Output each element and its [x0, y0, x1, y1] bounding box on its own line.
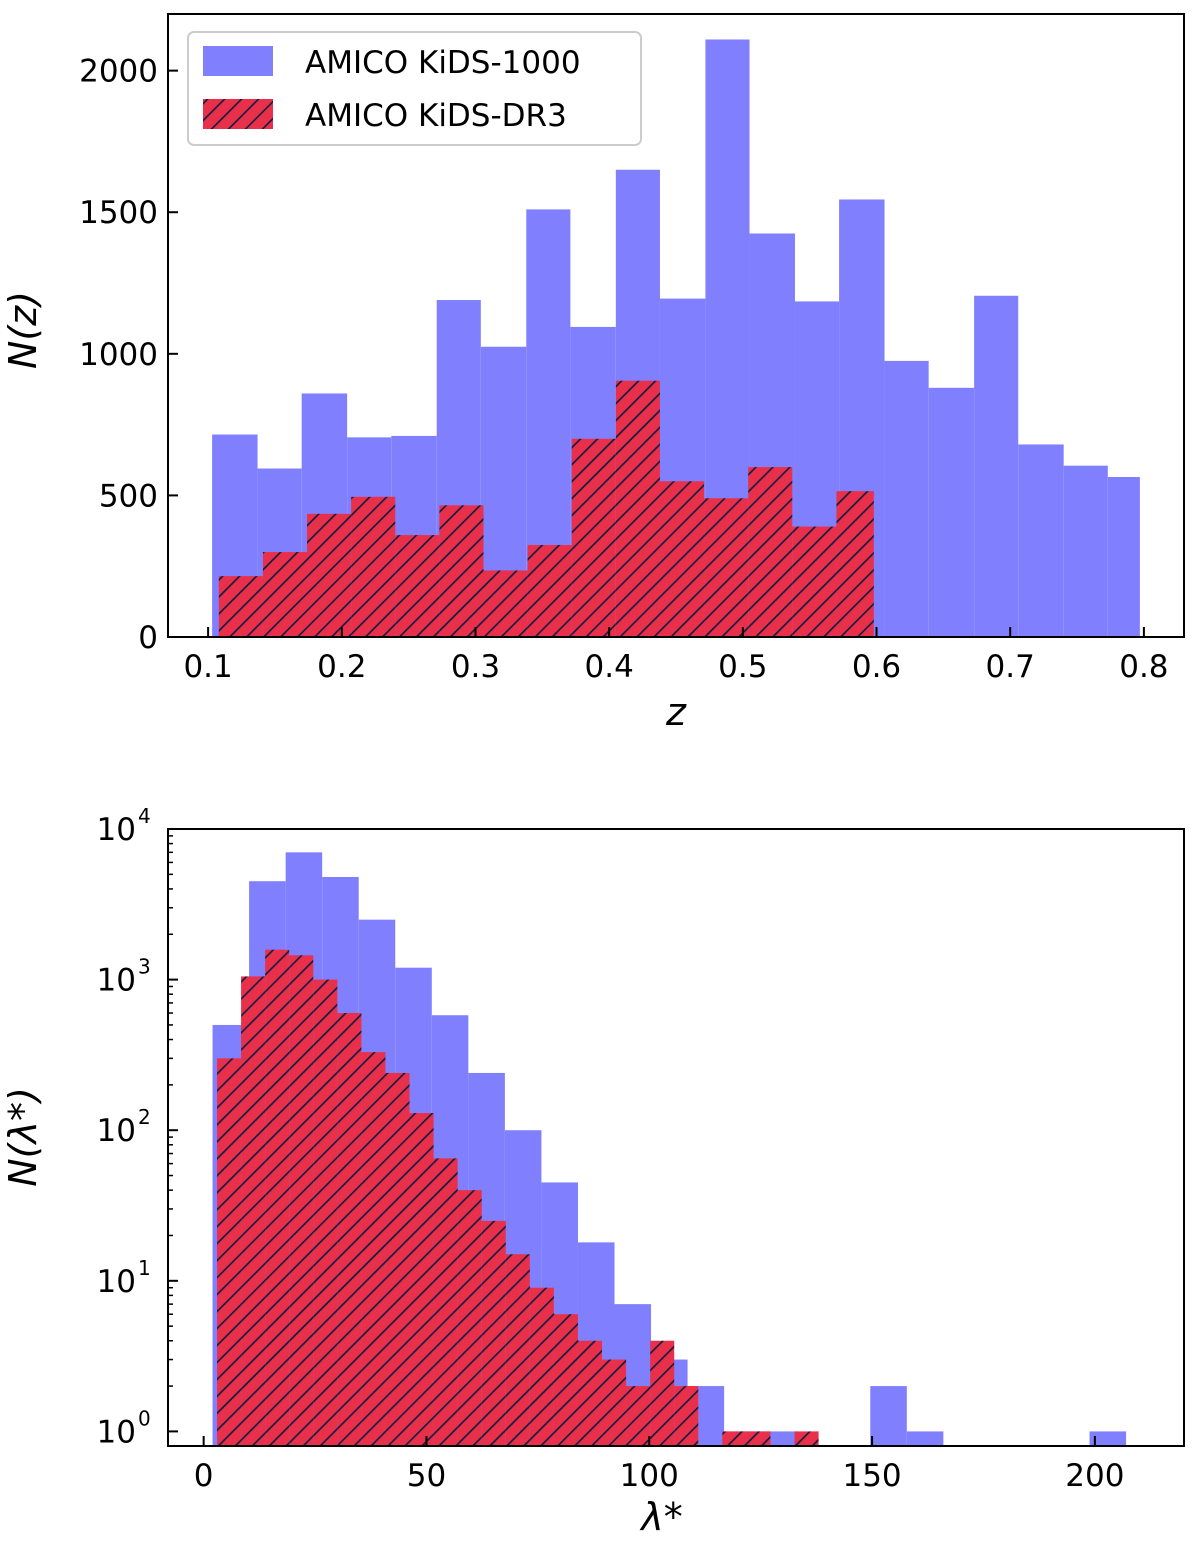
y-tick-label: 10 — [97, 812, 136, 848]
bar-kidsdr3 — [409, 1113, 434, 1446]
x-tick-label: 0.8 — [1119, 649, 1168, 685]
bar-kidsdr3 — [433, 1158, 458, 1446]
bar-kids1000 — [974, 295, 1019, 637]
y-tick-exponent: 3 — [138, 955, 151, 979]
bar-kidsdr3 — [307, 513, 352, 637]
bar-kidsdr3 — [313, 979, 338, 1446]
x-ticks-bottom: 0 50 100 150 200 — [194, 1436, 1124, 1494]
bar-kids1000 — [1063, 465, 1108, 637]
bar-kidsdr3 — [439, 505, 484, 637]
legend-swatch-kids1000 — [203, 46, 273, 76]
legend: AMICO KiDS-1000 AMICO KiDS-DR3 — [187, 31, 642, 146]
x-tick-label: 0.5 — [718, 649, 767, 685]
x-tick-label: 200 — [1065, 1458, 1124, 1494]
x-tick-label: 0 — [194, 1458, 214, 1494]
y-axis-label-top: N(z) — [1, 291, 45, 369]
x-tick-label: 0.1 — [183, 649, 232, 685]
bar-kids1000 — [1089, 1431, 1127, 1446]
bar-kidsdr3 — [571, 438, 616, 637]
y-ticks-top: 0 500 1000 1500 2000 — [79, 54, 178, 656]
bar-kidsdr3 — [650, 1340, 675, 1446]
bar-kidsdr3 — [792, 526, 837, 637]
x-axis-label-bottom: λ* — [639, 1495, 683, 1537]
bar-kidsdr3 — [659, 481, 705, 637]
bar-kids1000 — [884, 360, 929, 637]
x-tick-label: 0.7 — [986, 649, 1035, 685]
y-tick-exponent: 0 — [138, 1406, 151, 1430]
x-ticks-top: 0.1 0.2 0.3 0.4 0.5 0.6 0.7 0.8 — [183, 627, 1169, 685]
bar-kids1000 — [1018, 444, 1064, 637]
bar-kidsdr3 — [217, 1058, 242, 1446]
y-tick-exponent: 2 — [138, 1105, 151, 1129]
bar-kidsdr3 — [481, 1220, 506, 1446]
bar-kidsdr3 — [722, 1431, 747, 1446]
bar-kidsdr3 — [674, 1386, 699, 1446]
bar-kidsdr3 — [527, 544, 572, 637]
bar-kidsdr3 — [337, 1013, 362, 1446]
bar-kidsdr3 — [626, 1386, 651, 1446]
bar-kidsdr3 — [746, 1431, 771, 1446]
legend-label-kidsdr3: AMICO KiDS-DR3 — [305, 98, 567, 134]
bar-kidsdr3 — [704, 498, 749, 637]
y-tick-label: 1000 — [79, 337, 158, 373]
bar-kidsdr3 — [553, 1314, 578, 1446]
bar-kidsdr3 — [361, 1052, 386, 1446]
bar-kids1000 — [906, 1431, 944, 1446]
y-tick-label: 10 — [97, 1113, 136, 1149]
bar-kidsdr3 — [218, 576, 263, 637]
bar-kidsdr3 — [615, 380, 660, 637]
y-tick-label: 1500 — [79, 195, 158, 231]
x-tick-label: 100 — [620, 1458, 679, 1494]
series-kidsdr3-bars — [218, 380, 874, 637]
x-tick-label: 0.3 — [451, 649, 500, 685]
bar-kidsdr3 — [836, 491, 874, 637]
bar-kidsdr3 — [529, 1287, 554, 1446]
bar-kidsdr3 — [602, 1359, 627, 1446]
y-tick-label: 10 — [97, 1264, 136, 1300]
y-tick-exponent: 4 — [138, 804, 151, 828]
y-tick-label: 10 — [97, 963, 136, 999]
redshift-histogram: 0.1 0.2 0.3 0.4 0.5 0.6 0.7 0.8 0 500 1000 1500 200… — [1, 13, 1185, 734]
bar-kidsdr3 — [395, 535, 440, 637]
legend-label-kids1000: AMICO KiDS-1000 — [305, 45, 581, 81]
y-tick-label: 10 — [97, 1414, 136, 1450]
bar-kidsdr3 — [241, 976, 266, 1446]
bar-kidsdr3 — [483, 570, 528, 637]
bar-kids1000 — [928, 387, 975, 637]
x-tick-label: 50 — [407, 1458, 446, 1494]
legend-box — [187, 31, 642, 146]
bar-kidsdr3 — [262, 552, 308, 637]
bar-kidsdr3 — [748, 467, 793, 637]
bar-kidsdr3 — [457, 1190, 482, 1446]
y-axis-label-bottom: N(λ*) — [1, 1087, 45, 1187]
bar-kidsdr3 — [265, 949, 290, 1446]
bar-kidsdr3 — [577, 1340, 603, 1446]
bar-kids1000 — [1107, 477, 1140, 637]
x-tick-label: 0.2 — [317, 649, 366, 685]
x-tick-label: 150 — [842, 1458, 901, 1494]
y-tick-label: 500 — [99, 478, 158, 514]
bar-kidsdr3 — [351, 496, 396, 637]
bar-kids1000 — [870, 1386, 907, 1446]
y-tick-label: 2000 — [79, 54, 158, 90]
bar-kidsdr3 — [505, 1254, 530, 1446]
bar-kidsdr3 — [794, 1431, 819, 1446]
bar-kidsdr3 — [289, 955, 314, 1446]
y-tick-label: 0 — [138, 620, 158, 656]
series-kidsdr3-bars-bottom — [217, 949, 819, 1446]
bar-kidsdr3 — [385, 1072, 410, 1446]
legend-swatch-kidsdr3 — [203, 99, 273, 129]
plot-frame-top — [167, 13, 1185, 638]
y-tick-exponent: 1 — [138, 1256, 151, 1280]
x-tick-label: 0.6 — [852, 649, 901, 685]
x-tick-label: 0.4 — [585, 649, 634, 685]
x-axis-label-top: z — [665, 690, 687, 734]
